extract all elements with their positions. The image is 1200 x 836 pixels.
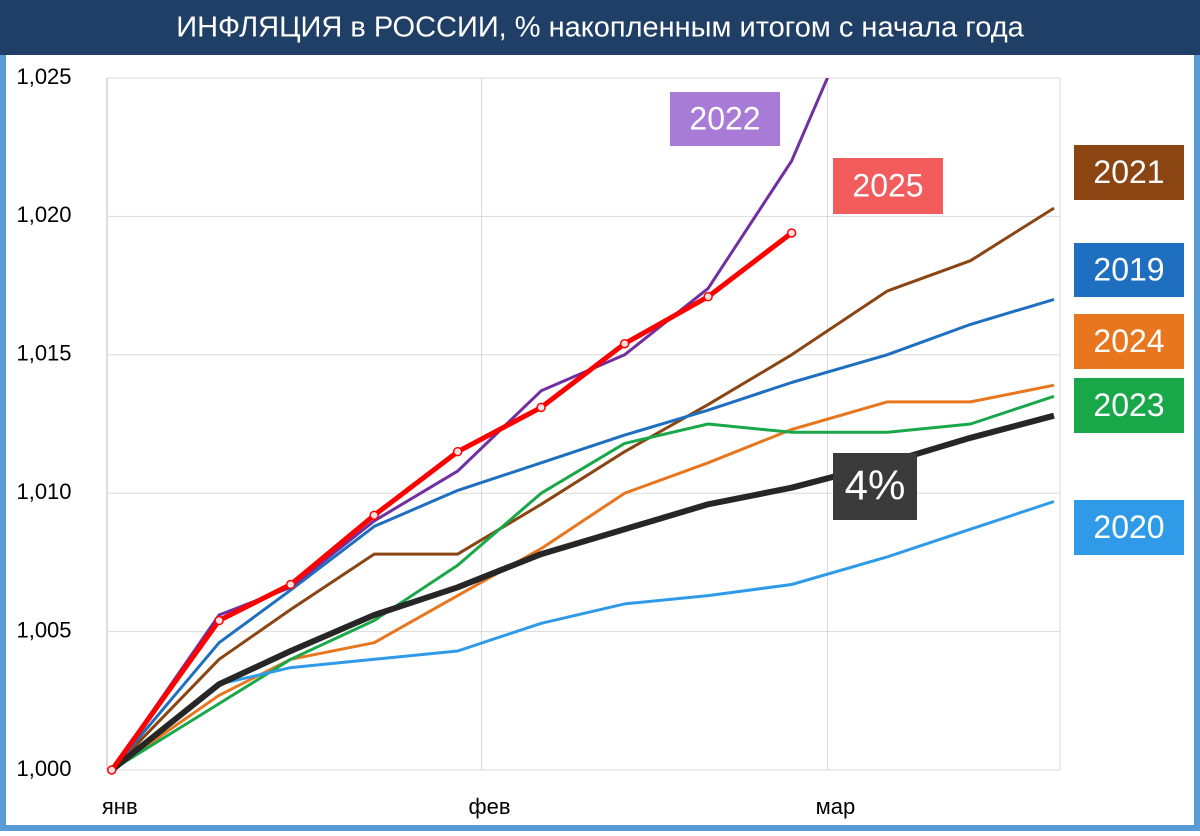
legend-label: 4% <box>845 462 906 509</box>
y-tick-label: 1,005 <box>16 617 71 642</box>
marker <box>536 402 546 413</box>
series-line <box>110 206 1055 772</box>
legend-label: 2025 <box>852 167 923 203</box>
y-tick-label: 1,025 <box>16 64 71 89</box>
x-tick-label: фев <box>469 794 511 819</box>
legend-label: 2023 <box>1093 387 1164 423</box>
chart-title: ИНФЛЯЦИЯ в РОССИИ, % накопленным итогом … <box>176 12 1024 44</box>
legend-label: 2024 <box>1093 323 1164 359</box>
marker <box>107 765 117 775</box>
legend-box <box>1074 314 1184 369</box>
legend-box <box>1074 243 1184 297</box>
legend-label: 2021 <box>1093 154 1164 190</box>
y-tick-label: 1,000 <box>16 756 71 781</box>
legend-box <box>1074 145 1184 200</box>
series-line <box>110 297 1055 771</box>
marker <box>369 510 379 521</box>
title-bar <box>0 0 1200 55</box>
y-tick-label: 1,020 <box>16 202 71 227</box>
legend-box <box>833 453 917 520</box>
x-tick-label: янв <box>102 794 138 819</box>
legend-box <box>1074 378 1184 433</box>
legend-label: 2019 <box>1093 251 1164 287</box>
y-tick-label: 1,015 <box>16 341 71 366</box>
legend-label: 2020 <box>1093 509 1164 545</box>
marker <box>703 291 713 302</box>
marker <box>285 579 296 590</box>
marker <box>619 338 630 349</box>
y-tick-label: 1,010 <box>16 479 71 504</box>
series-group <box>107 78 1055 775</box>
marker <box>786 228 797 238</box>
legend-label: 2022 <box>689 100 760 136</box>
marker <box>214 615 224 626</box>
legend-box <box>1074 500 1184 555</box>
series-line <box>110 500 1055 772</box>
series-line <box>111 394 1055 772</box>
x-tick-label: мар <box>816 794 856 819</box>
legend-box <box>833 158 943 214</box>
marker <box>452 446 463 457</box>
legend-box <box>670 92 780 146</box>
